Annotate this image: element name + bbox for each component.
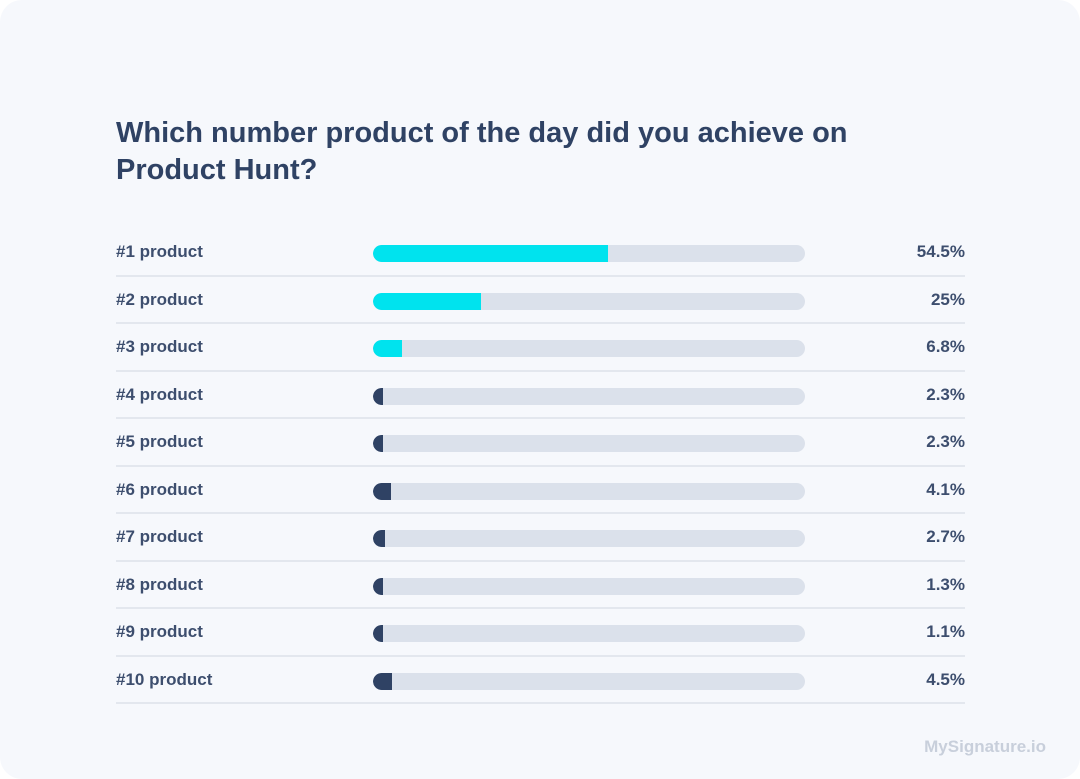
bar	[373, 482, 391, 500]
bar-row: #4 product 2.3%	[116, 372, 965, 419]
bar-track	[373, 245, 805, 262]
bar-row: #10 product 4.5%	[116, 657, 965, 704]
bar	[373, 387, 383, 405]
data-label: 6.8%	[926, 337, 965, 356]
category-label: #7 product	[116, 527, 203, 546]
data-label: 1.3%	[926, 574, 965, 594]
data-label: 2.3%	[926, 384, 965, 404]
bar	[373, 577, 383, 595]
bar-track	[373, 672, 805, 690]
chart-title: Which number product of the day did you …	[116, 117, 848, 186]
bar-track	[373, 435, 805, 452]
bar	[373, 672, 393, 690]
category-label: #10 product	[116, 669, 213, 689]
bar-row: #8 product 1.3%	[116, 562, 965, 609]
bar-rows: #1 product 54.5% #2 product 25% #3 product…	[116, 229, 965, 704]
bar	[373, 340, 403, 357]
category-label: #8 product	[116, 574, 203, 594]
watermark-logo: MySignature.io	[924, 737, 1046, 756]
category-label: #5 product	[116, 432, 203, 451]
bar-track	[373, 340, 805, 357]
bar-row: #2 product 25%	[116, 277, 965, 324]
bar-track	[373, 482, 805, 500]
bar-row: #5 product 2.3%	[116, 419, 965, 467]
category-label: #4 product	[116, 384, 203, 404]
bar	[373, 625, 383, 642]
data-label: 2.7%	[926, 527, 965, 546]
bar-row: #3 product 6.8%	[116, 324, 965, 372]
category-label: #6 product	[116, 479, 203, 499]
bar-row: #9 product 1.1%	[116, 609, 965, 657]
category-label: #2 product	[116, 289, 203, 309]
bar-track	[373, 577, 805, 595]
bar	[373, 435, 383, 452]
bar-row: #7 product 2.7%	[116, 514, 965, 562]
bar-track	[373, 625, 805, 642]
data-label: 54.5%	[916, 242, 965, 261]
bar-row: #1 product 54.5%	[116, 229, 965, 277]
bar-row: #6 product 4.1%	[116, 467, 965, 514]
bar-track	[373, 530, 805, 547]
category-label: #9 product	[116, 622, 203, 641]
bar-track	[373, 387, 805, 405]
data-label: 2.3%	[926, 432, 965, 451]
bar	[373, 245, 609, 262]
data-label: 4.1%	[926, 479, 965, 499]
category-label: #1 product	[116, 242, 203, 261]
data-label: 1.1%	[926, 622, 965, 641]
bar	[373, 292, 481, 310]
data-label: 25%	[930, 289, 965, 309]
bar	[373, 530, 385, 547]
bar-track	[373, 292, 805, 310]
data-label: 4.5%	[926, 669, 965, 689]
category-label: #3 product	[116, 337, 203, 356]
